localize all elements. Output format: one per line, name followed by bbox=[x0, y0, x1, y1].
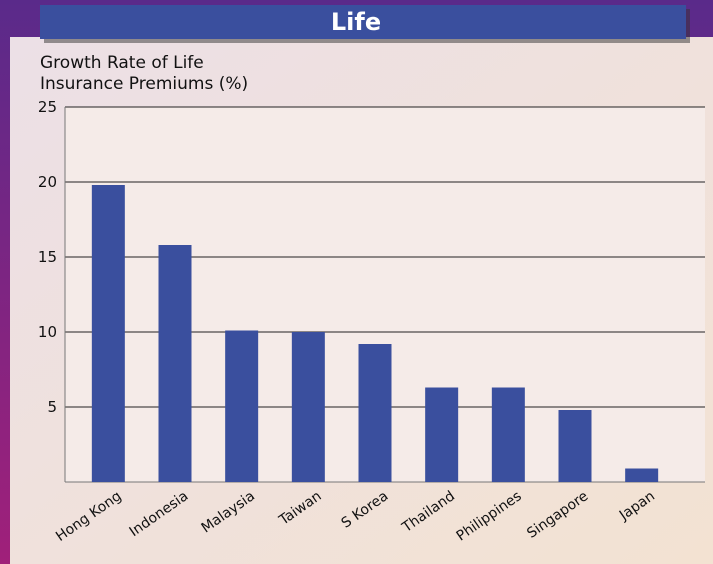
chart-title: Life bbox=[331, 8, 381, 36]
y-axis-title: Growth Rate of Life bbox=[40, 53, 204, 73]
y-tick-label: 15 bbox=[38, 248, 57, 266]
title-banner bbox=[40, 5, 686, 39]
bar bbox=[625, 468, 659, 482]
bar bbox=[158, 245, 192, 482]
bar bbox=[91, 185, 125, 482]
bar bbox=[558, 410, 592, 482]
bar bbox=[491, 387, 525, 482]
y-tick-label: 5 bbox=[47, 398, 57, 416]
bar bbox=[225, 330, 259, 482]
bar bbox=[425, 387, 459, 482]
y-axis-title: Insurance Premiums (%) bbox=[40, 74, 248, 94]
y-tick-label: 10 bbox=[38, 323, 57, 341]
y-tick-label: 25 bbox=[38, 98, 57, 116]
bar bbox=[358, 344, 392, 482]
y-tick-label: 20 bbox=[38, 173, 57, 191]
bar bbox=[291, 332, 325, 482]
